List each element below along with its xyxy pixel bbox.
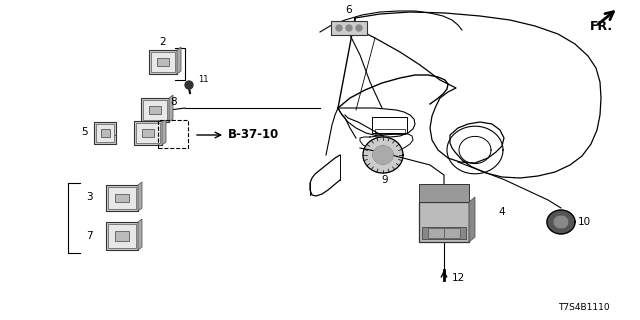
Bar	[96, 124, 114, 142]
Bar	[106, 222, 138, 250]
Bar	[106, 185, 138, 211]
Text: 6: 6	[346, 5, 352, 15]
Polygon shape	[554, 216, 568, 228]
Circle shape	[185, 81, 193, 89]
Polygon shape	[138, 219, 142, 250]
Text: 4: 4	[498, 207, 504, 217]
Circle shape	[336, 25, 342, 31]
Bar	[100, 129, 109, 137]
Text: FR.: FR.	[590, 20, 613, 33]
Polygon shape	[162, 118, 166, 145]
Bar	[115, 231, 129, 241]
Polygon shape	[177, 47, 181, 74]
Bar	[134, 121, 162, 145]
Bar	[149, 50, 177, 74]
Polygon shape	[138, 182, 142, 211]
Bar	[428, 228, 444, 238]
Bar	[108, 187, 136, 209]
Bar	[158, 120, 188, 148]
Text: 7: 7	[86, 231, 93, 241]
Polygon shape	[547, 210, 575, 234]
Bar	[94, 122, 116, 144]
Bar	[331, 21, 367, 35]
Bar	[143, 100, 167, 120]
Text: 11: 11	[198, 76, 209, 84]
Text: 1: 1	[109, 128, 116, 138]
Bar	[149, 106, 161, 114]
Polygon shape	[169, 95, 173, 122]
Circle shape	[346, 25, 352, 31]
Polygon shape	[469, 197, 475, 242]
Bar	[157, 58, 169, 66]
Bar	[151, 52, 175, 72]
Bar	[375, 129, 405, 134]
Text: 2: 2	[160, 37, 166, 47]
Text: 9: 9	[381, 175, 388, 185]
Circle shape	[356, 25, 362, 31]
Bar	[108, 224, 136, 248]
Bar	[444, 228, 460, 238]
Bar	[136, 123, 160, 143]
Text: 12: 12	[452, 273, 465, 283]
Bar	[419, 202, 469, 242]
Bar	[141, 98, 169, 122]
Bar	[422, 227, 466, 239]
Bar	[115, 194, 129, 203]
Text: 8: 8	[170, 97, 177, 107]
Text: 3: 3	[86, 192, 93, 202]
Bar	[372, 117, 407, 133]
Polygon shape	[363, 137, 403, 173]
Text: 5: 5	[81, 127, 88, 137]
Text: B-37-10: B-37-10	[228, 129, 279, 141]
Text: 10: 10	[578, 217, 591, 227]
Text: T7S4B1110: T7S4B1110	[558, 303, 610, 313]
Bar	[142, 129, 154, 137]
Bar	[419, 184, 469, 202]
Polygon shape	[373, 146, 393, 164]
